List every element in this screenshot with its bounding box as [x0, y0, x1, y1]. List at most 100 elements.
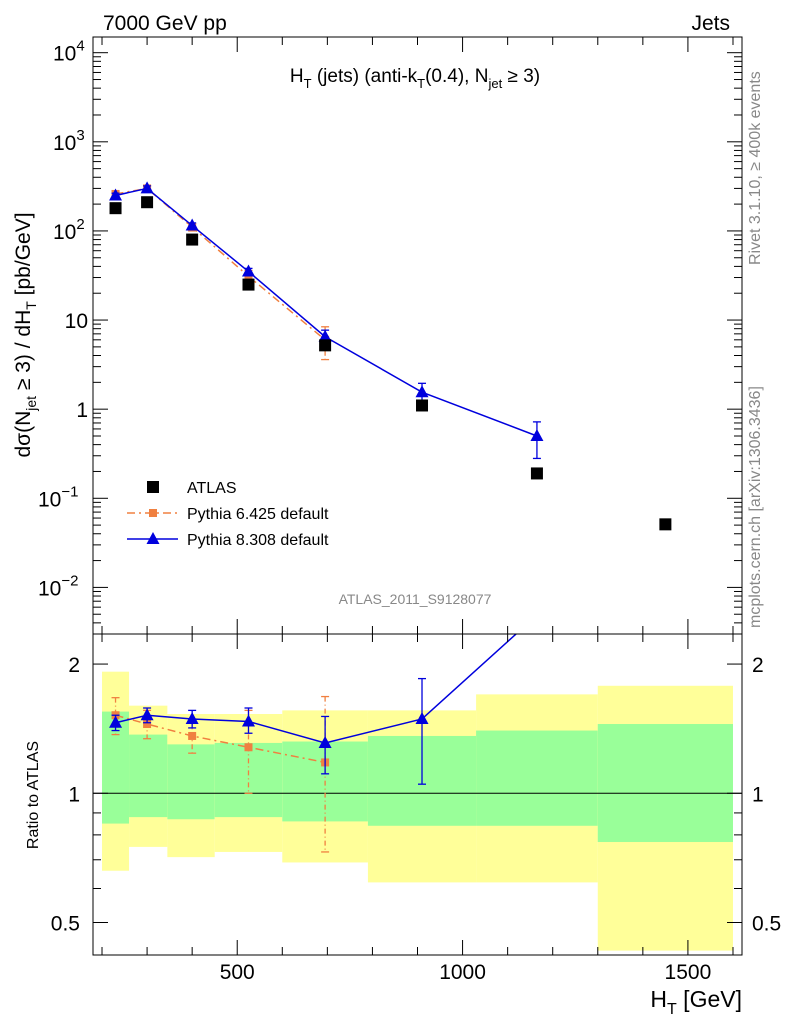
main-y-tick-label: 10−1	[38, 483, 78, 511]
ratio-point	[318, 735, 332, 748]
main-y-tick-label: 102	[53, 216, 85, 244]
main-y-tick-base: 10	[65, 310, 88, 333]
legend: ATLAS Pythia 6.425 default Pythia 8.308 de…	[127, 480, 329, 549]
data-point	[140, 181, 154, 194]
x-axis-label: HT [GeV]	[650, 986, 742, 1018]
ratio-point	[188, 731, 197, 740]
legend-marker	[146, 532, 160, 544]
x-axis-label-text-part: H	[650, 986, 667, 1012]
plot-title-text: HT (jets) (anti-kT(0.4), Njet ≥ 3)	[290, 66, 540, 91]
data-point	[659, 518, 672, 531]
data-point	[141, 196, 154, 209]
main-y-tick-base: 10	[53, 132, 76, 155]
ratio-y-axis-label: Ratio to ATLAS	[25, 741, 42, 849]
main-y-tick-base: 10	[53, 43, 76, 66]
ratio-series-1	[109, 634, 518, 785]
band-inner	[476, 730, 598, 826]
plot-title-text-sub: T	[304, 76, 312, 91]
ratio-point	[415, 711, 429, 724]
main-y-tick-base: 10	[53, 221, 76, 244]
main-y-axis-label-text-part: ≥ 3) / dH	[12, 310, 35, 396]
data-point	[109, 202, 122, 215]
analysis-id: ATLAS_2011_S9128077	[339, 591, 492, 607]
main-y-tick-label: 1	[76, 399, 88, 422]
main-y-tick-exp: 3	[76, 127, 84, 144]
main-y-tick-label: 104	[53, 38, 85, 66]
ratio-point	[244, 743, 253, 752]
main-y-tick-label: 103	[53, 127, 85, 155]
ratio-y-tick-label-right: 0.5	[752, 912, 781, 935]
main-series	[109, 181, 672, 531]
ratio-point	[143, 720, 152, 729]
plot-title-text-part: (0.4), N	[425, 66, 488, 87]
main-y-tick-exp: −2	[61, 572, 78, 589]
ratio-point	[241, 714, 255, 727]
main-y-axis-label: dσ(Njet ≥ 3) / dHT [pb/GeV]	[12, 212, 39, 457]
main-panel: HT (jets) (anti-kT(0.4), Njet ≥ 3) dσ(Nj…	[12, 36, 743, 635]
x-axis-label-text: HT [GeV]	[650, 986, 742, 1018]
plot-title-text-part: (jets) (anti-k	[312, 66, 418, 87]
data-point	[319, 339, 332, 352]
data-point	[109, 188, 123, 201]
data-point	[186, 233, 199, 246]
ratio-panel: 0.5 0.5 1 1 2 2 500 1000 1500 Ratio to ATLAS HT…	[25, 633, 781, 1018]
ratio-x-ticks: 500 1000 1500	[101, 634, 734, 984]
plot-title-text-sub: jet	[487, 76, 502, 91]
ratio-point	[185, 711, 199, 724]
main-y-axis-label-text: dσ(Njet ≥ 3) / dHT [pb/GeV]	[12, 212, 39, 457]
x-axis-label-text-sub: T	[667, 1001, 677, 1018]
main-y-tick-base: 10	[38, 488, 61, 511]
main-y-tick-base: 1	[76, 399, 88, 422]
x-axis-label-text-part: [GeV]	[677, 986, 742, 1012]
ratio-y-ticks: 0.5 0.5 1 1 2 2	[51, 654, 781, 935]
legend-marker	[149, 509, 157, 517]
data-point	[185, 218, 199, 231]
main-y-axis-label-text-sub: T	[23, 301, 39, 310]
series-0	[109, 196, 672, 531]
plot-title-text-part: ≥ 3)	[502, 66, 540, 87]
data-point	[530, 467, 543, 480]
main-y-tick-exp: −1	[61, 483, 78, 500]
data-point	[318, 329, 332, 342]
legend-entry: Pythia 8.308 default	[187, 532, 329, 549]
plot-title: HT (jets) (anti-kT(0.4), Njet ≥ 3)	[290, 66, 540, 91]
band-inner	[129, 734, 168, 818]
band-inner	[597, 724, 733, 843]
mcplots-label: mcplots.cern.ch [arXiv:1306.3436]	[747, 386, 764, 628]
main-y-tick-label: 10−2	[38, 572, 78, 600]
ratio-y-tick-label: 2	[68, 654, 80, 677]
plot-title-text-part: H	[290, 66, 304, 87]
ratio-y-tick-label-right: 2	[752, 654, 764, 677]
ratio-point	[109, 715, 123, 728]
header-energy: 7000 GeV pp	[103, 12, 227, 35]
band-inner	[214, 742, 283, 818]
legend-entry: ATLAS	[187, 480, 237, 497]
ratio-y-tick-label-right: 1	[752, 783, 764, 806]
data-point	[241, 264, 255, 277]
legend-marker	[147, 481, 159, 493]
ratio-y-tick-label: 1	[68, 783, 80, 806]
data-point	[415, 385, 429, 398]
main-y-tick-base: 10	[38, 577, 61, 600]
header-process: Jets	[691, 12, 730, 35]
data-point	[530, 428, 544, 441]
plot-title-text-sub: T	[417, 76, 425, 91]
ratio-y-tick-label: 0.5	[51, 912, 80, 935]
band-inner	[167, 744, 215, 820]
data-point	[416, 399, 429, 412]
data-point	[242, 278, 255, 291]
ratio-series	[109, 634, 518, 853]
rivet-label: Rivet 3.1.10, ≥ 400k events	[747, 71, 764, 265]
main-y-tick-exp: 2	[76, 216, 84, 233]
main-x-ticks	[101, 37, 734, 634]
main-y-tick-label: 10	[65, 310, 88, 333]
main-y-axis-label-text-part: [pb/GeV]	[12, 212, 35, 301]
x-tick-label: 500	[220, 961, 255, 984]
x-tick-label: 1000	[439, 961, 486, 984]
main-y-axis-label-text-sub: jet	[23, 396, 39, 412]
ratio-point	[140, 708, 154, 721]
x-tick-label: 1500	[665, 961, 712, 984]
main-y-axis-label-text-part: dσ(N	[12, 411, 35, 458]
